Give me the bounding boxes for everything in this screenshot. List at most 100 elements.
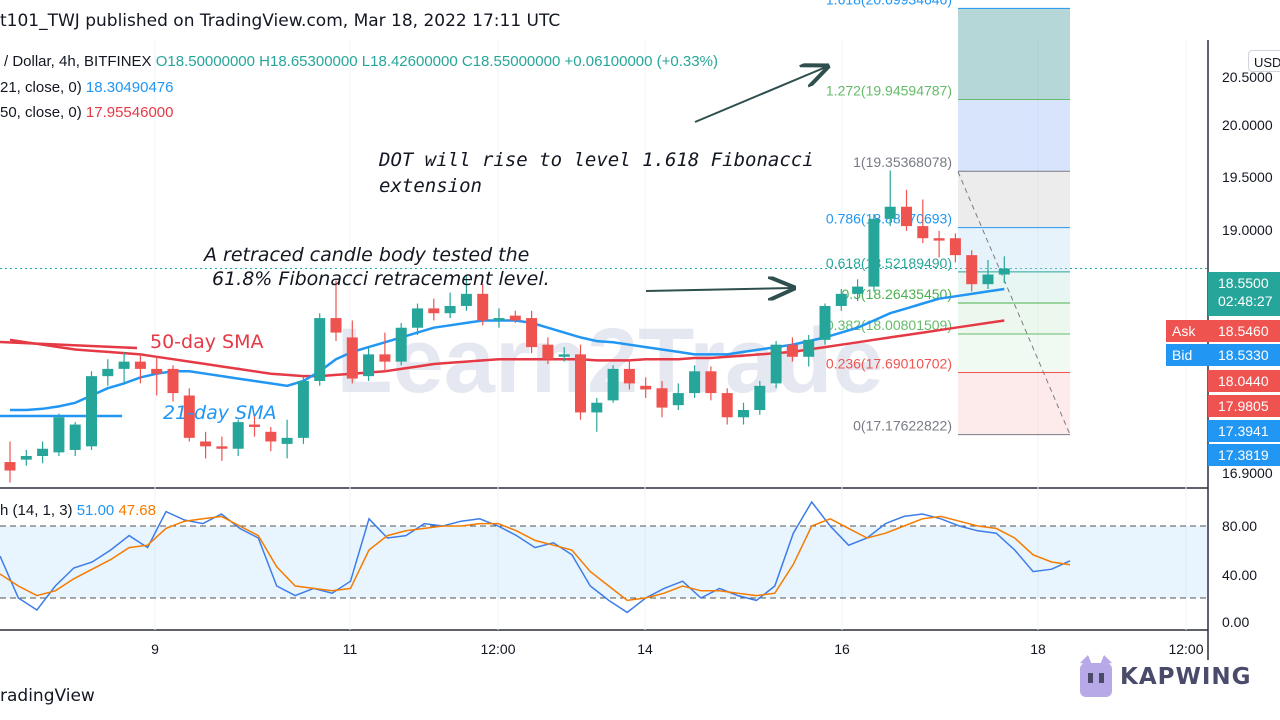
- candle-layer: [4, 170, 1010, 483]
- stoch-k-value: 51.00: [76, 502, 115, 519]
- candle-body: [249, 424, 260, 427]
- candle-body: [20, 456, 32, 460]
- candle-body: [4, 462, 16, 471]
- stoch-d-value: 47.68: [118, 502, 156, 519]
- candle-body: [493, 318, 505, 321]
- candle-body: [102, 368, 114, 377]
- fib-extension-note: DOT will rise to level 1.618 Fibonacci ex…: [378, 149, 814, 197]
- candle-body: [575, 354, 586, 413]
- time-axis-label: 12:00: [1168, 641, 1203, 657]
- tradingview-footer: radingView: [0, 686, 95, 706]
- candle-body: [656, 388, 668, 408]
- kapwing-watermark: KAPWING: [1078, 655, 1252, 699]
- time-axis-label: 16: [834, 641, 850, 657]
- stoch-k-line: [0, 500, 1071, 614]
- candle-body: [281, 437, 293, 444]
- candle-body: [428, 308, 440, 314]
- fib-zone: [958, 8, 1070, 100]
- sma50-legend-label: 50, close, 0): [0, 104, 82, 121]
- time-axis-label: 18: [1030, 641, 1046, 657]
- change-value: +0.06100000 (+0.33%): [564, 53, 718, 70]
- sma21-legend-label: 21, close, 0): [0, 79, 82, 96]
- kapwing-logo-icon: [1080, 655, 1112, 697]
- fib-level-label: 0.618(18.52189490): [826, 255, 952, 271]
- candle-body: [69, 424, 81, 450]
- price-tag-value: 17.3941: [1218, 423, 1269, 439]
- stoch-legend-label: h (14, 1, 3): [0, 502, 73, 519]
- price-tag: 17.9805: [1208, 395, 1280, 417]
- time-axis-label: 14: [637, 641, 653, 657]
- candle-body: [591, 402, 603, 413]
- candle-body: [37, 448, 49, 456]
- stochastic-layer: [0, 500, 1071, 614]
- fib-trend-line: [957, 171, 1071, 435]
- sma21-legend: 21, close, 0) 18.30490476: [0, 79, 173, 96]
- candle-body: [933, 238, 945, 241]
- kapwing-text: KAPWING: [1120, 664, 1252, 690]
- price-tag: 18.0440: [1208, 370, 1280, 392]
- price-tag-value: 18.5330: [1218, 347, 1269, 363]
- candle-body: [265, 431, 277, 442]
- fib-zone: [958, 372, 1070, 435]
- candle-body: [526, 318, 538, 348]
- price-tag: 18.5460: [1208, 320, 1280, 342]
- countdown-timer: 02:48:27: [1218, 293, 1273, 309]
- candle-body: [623, 368, 635, 384]
- price-tag: 18.5330: [1208, 344, 1280, 366]
- candle-body: [363, 354, 375, 377]
- candle-body: [819, 305, 831, 340]
- price-tag: 18.5500 02:48:27: [1208, 272, 1280, 316]
- candle-body: [167, 368, 179, 394]
- sma50-line: [9, 319, 1005, 378]
- price-tick-label: 16.9000: [1222, 465, 1273, 481]
- candle-body: [672, 393, 684, 406]
- candle-body: [53, 417, 65, 453]
- price-tag-value: 18.5460: [1218, 323, 1269, 339]
- stoch-d-line: [0, 515, 1071, 602]
- candle-body: [786, 344, 798, 357]
- close-value: C18.55000000: [461, 53, 561, 70]
- sma50-annotation: 50-day SMA: [150, 331, 263, 353]
- fib-zone: [958, 99, 1070, 172]
- candle-body: [917, 226, 929, 239]
- low-value: L18.42600000: [361, 53, 458, 70]
- candle-body: [770, 344, 782, 384]
- sma50-legend-value: 17.95546000: [85, 104, 174, 121]
- time-axis-label: 12:00: [480, 641, 515, 657]
- candle-body: [232, 422, 244, 449]
- bid-badge: Bid: [1166, 344, 1208, 366]
- ohlc-legend: / Dollar, 4h, BITFINEX O18.50000000 H18.…: [4, 53, 718, 70]
- candle-body: [477, 293, 489, 321]
- sma21-annotation: 21-day SMA: [163, 402, 276, 424]
- candle-body: [134, 361, 146, 369]
- sma21-legend-value: 18.30490476: [85, 79, 174, 96]
- candle-body: [852, 286, 864, 294]
- candle-body: [151, 368, 163, 374]
- extension-arrow: [694, 67, 826, 123]
- retrace-note: A retraced candle body tested the 61.8% F…: [202, 244, 550, 290]
- price-tick-label: 20.5000: [1222, 69, 1273, 85]
- time-axis-label: 11: [343, 641, 358, 657]
- candle-body: [721, 393, 733, 418]
- candle-body: [509, 315, 521, 321]
- fibonacci-layer: 1.618(20.69934646) 1.272(19.94594787) 1(19…: [826, 0, 1071, 436]
- fib-level-label: 0.236(17.69010702): [826, 355, 952, 371]
- candle-body: [200, 441, 212, 447]
- ask-badge: Ask: [1166, 320, 1208, 342]
- currency-button[interactable]: USD: [1248, 50, 1280, 72]
- candle-body: [640, 385, 652, 390]
- header-bar: t101_TWJ published on TradingView.com, M…: [0, 0, 1280, 40]
- stoch-legend: h (14, 1, 3) 51.00 47.68: [0, 502, 156, 519]
- time-axis-label: 9: [151, 641, 159, 657]
- candle-body: [754, 385, 766, 411]
- sma50-label-line: [0, 340, 138, 350]
- candle-body: [949, 238, 961, 256]
- stoch-band: [0, 526, 1208, 598]
- candle-body: [738, 410, 749, 418]
- candle-body: [460, 293, 472, 306]
- candle-body: [379, 354, 391, 362]
- fib-level-label: 1.272(19.94594787): [826, 83, 952, 99]
- fib-zone: [958, 171, 1070, 228]
- candle-body: [444, 305, 456, 314]
